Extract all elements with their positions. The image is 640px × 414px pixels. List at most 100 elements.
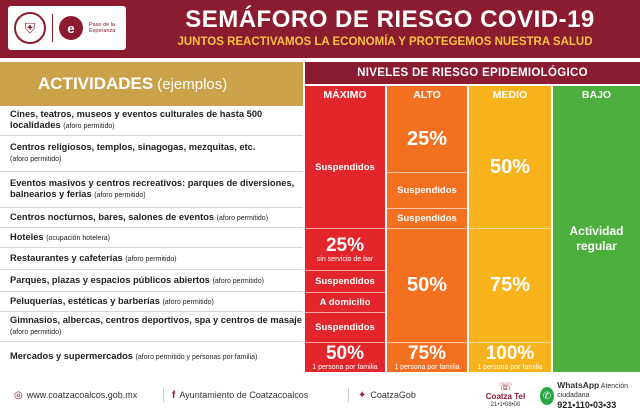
activity-note: (aforo permitido) [212, 277, 264, 285]
activity-label: Parques, plazas y espacios públicos abie… [10, 274, 210, 285]
whatsapp-icon: ✆ [540, 387, 555, 405]
activity-label: Restaurantes y cafeterías [10, 252, 123, 263]
whatsapp-number: 921•110•03•33 [557, 400, 617, 411]
activity-label: Eventos masivos y centros recreativos: p… [10, 178, 295, 200]
activities-heading-main: ACTIVIDADES [38, 74, 154, 93]
logo-text: Paso de la Esperanza [89, 21, 116, 34]
page-title: SEMÁFORO DE RIESGO COVID-19 [185, 6, 595, 33]
list-item: Parques, plazas y espacios públicos abie… [0, 270, 303, 292]
cell-note: 1 persona por familia [394, 363, 460, 371]
activity-note: (aforo permitido) [162, 298, 214, 306]
cell-medio-50: 50% [469, 106, 551, 228]
list-item: Eventos masivos y centros recreativos: p… [0, 172, 303, 208]
whatsapp-text: WhatsApp Atención ciudadana 921•110•03•3… [557, 380, 640, 411]
list-item: Mercados y supermercados (aforo permitid… [0, 342, 303, 372]
cell-value: 75% [407, 342, 447, 364]
whatsapp-label: WhatsApp [557, 380, 600, 391]
facebook-icon: f [172, 389, 176, 401]
phone-icon: ☏ [498, 381, 513, 393]
cell-maximo-25: 25% sin servicio de bar [305, 228, 385, 270]
cell-value: 75% [489, 274, 531, 296]
cell-alto-suspendidos-1: Suspendidos [397, 184, 457, 196]
column-medio [469, 104, 551, 372]
activity-note: (aforo permitido) [94, 192, 146, 200]
cell-divider [305, 292, 385, 293]
column-alto [387, 104, 467, 372]
activity-note: (aforo permitido) [63, 123, 115, 131]
activity-label: Mercados y supermercados [10, 351, 133, 362]
activity-label: Cines, teatros, museos y eventos cultura… [10, 109, 263, 131]
footer-facebook-text: Ayuntamiento de Coatzacoalcos [179, 390, 309, 400]
activity-note: (aforo permitido) [10, 329, 62, 337]
esperanza-logo-icon: e [59, 16, 83, 40]
level-header-maximo: MÁXIMO [305, 86, 385, 104]
cell-divider [305, 228, 385, 229]
cell-value: 50% [489, 156, 531, 178]
activity-note: (aforo permitido) [125, 255, 177, 263]
level-header-bajo: BAJO [553, 86, 640, 104]
cell-divider [305, 270, 385, 271]
activity-label: Centros nocturnos, bares, salones de eve… [10, 211, 215, 222]
cell-divider [469, 342, 551, 343]
tel-name: Coatza Tel [485, 392, 526, 402]
cell-value: 25% [406, 128, 448, 150]
cell-bajo-regular: Actividad regular [569, 224, 624, 253]
cell-note: 1 persona por familia [312, 363, 378, 371]
activity-note: (ocupación hotelera) [46, 234, 111, 242]
coatza-tel-logo[interactable]: ☏ Coatza Tel 21•1•08•00 [478, 381, 533, 411]
footer-twitter-text: CoatzaGob [370, 390, 416, 400]
twitter-icon: ✦ [358, 389, 367, 401]
header-banner: ⛨ e Paso de la Esperanza SEMÁFORO DE RIE… [0, 0, 640, 58]
cell-maximo-suspendidos-1: Suspendidos [315, 161, 375, 173]
cell-divider [387, 342, 467, 343]
list-item: Restaurantes y cafeterías (aforo permiti… [0, 248, 303, 270]
list-item: Hoteles (ocupación hotelera) [0, 228, 303, 248]
whatsapp-sub: Atención ciudadana [557, 383, 629, 399]
activity-label: Centros religiosos, templos, sinagogas, … [10, 142, 256, 153]
tel-number: 21•1•08•00 [490, 401, 521, 408]
cell-maximo-domicilio: A domicilio [319, 296, 371, 308]
cell-divider [387, 208, 467, 209]
column-bajo [553, 104, 640, 372]
column-maximo [305, 104, 385, 372]
activity-label: Hoteles [10, 231, 44, 242]
cell-divider [469, 228, 551, 229]
activities-heading-suffix: (ejemplos) [157, 75, 228, 93]
footer: ◎ www.coatzacoalcos.gob.mx f Ayuntamient… [0, 376, 640, 414]
cell-alto-suspendidos-2: Suspendidos [397, 212, 457, 224]
cell-medio-100: 100% 1 persona por familia [469, 342, 551, 372]
activities-heading: ACTIVIDADES (ejemplos) [0, 62, 303, 106]
footer-website-text: www.coatzacoalcos.gob.mx [26, 390, 138, 400]
levels-heading: NIVELES DE RIESGO EPIDEMIOLÓGICO [305, 62, 640, 84]
cell-maximo-suspendidos-3: Suspendidos [315, 321, 375, 333]
list-item: Centros religiosos, templos, sinagogas, … [0, 136, 303, 172]
list-item: Centros nocturnos, bares, salones de eve… [0, 208, 303, 228]
cell-divider [305, 312, 385, 313]
activity-note: (aforo permitido) [216, 214, 269, 222]
municipal-seal-icon: ⛨ [14, 12, 46, 44]
cell-alto-75: 75% 1 persona por familia [387, 342, 467, 372]
activity-label: Gimnasios, albercas, centros deportivos,… [10, 315, 302, 326]
footer-facebook[interactable]: f Ayuntamiento de Coatzacoalcos [172, 376, 308, 414]
page-subtitle: JUNTOS REACTIVAMOS LA ECONOMÍA Y PROTEGE… [177, 36, 593, 48]
cell-value: 50% [325, 342, 365, 364]
cell-value: 25% [325, 234, 365, 256]
footer-twitter[interactable]: ✦ CoatzaGob [358, 376, 416, 414]
logos: ⛨ e Paso de la Esperanza [8, 6, 126, 50]
list-item: Peluquerías, estéticas y barberías (afor… [0, 292, 303, 312]
cell-alto-50: 50% [387, 228, 467, 342]
whatsapp-contact[interactable]: ✆ WhatsApp Atención ciudadana 921•110•03… [540, 380, 640, 411]
level-header-medio: MEDIO [469, 86, 551, 104]
logo-divider [52, 14, 53, 42]
cell-divider [305, 342, 385, 343]
activity-label: Peluquerías, estéticas y barberías [10, 295, 160, 306]
cell-divider [387, 228, 467, 229]
globe-icon: ◎ [14, 389, 23, 401]
level-header-alto: ALTO [387, 86, 467, 104]
cell-divider [387, 172, 467, 173]
cell-value: 50% [406, 274, 448, 296]
activity-note: (aforo permitido) [10, 156, 62, 164]
list-item: Gimnasios, albercas, centros deportivos,… [0, 312, 303, 342]
footer-website[interactable]: ◎ www.coatzacoalcos.gob.mx [14, 376, 137, 414]
cell-medio-75: 75% [469, 228, 551, 342]
